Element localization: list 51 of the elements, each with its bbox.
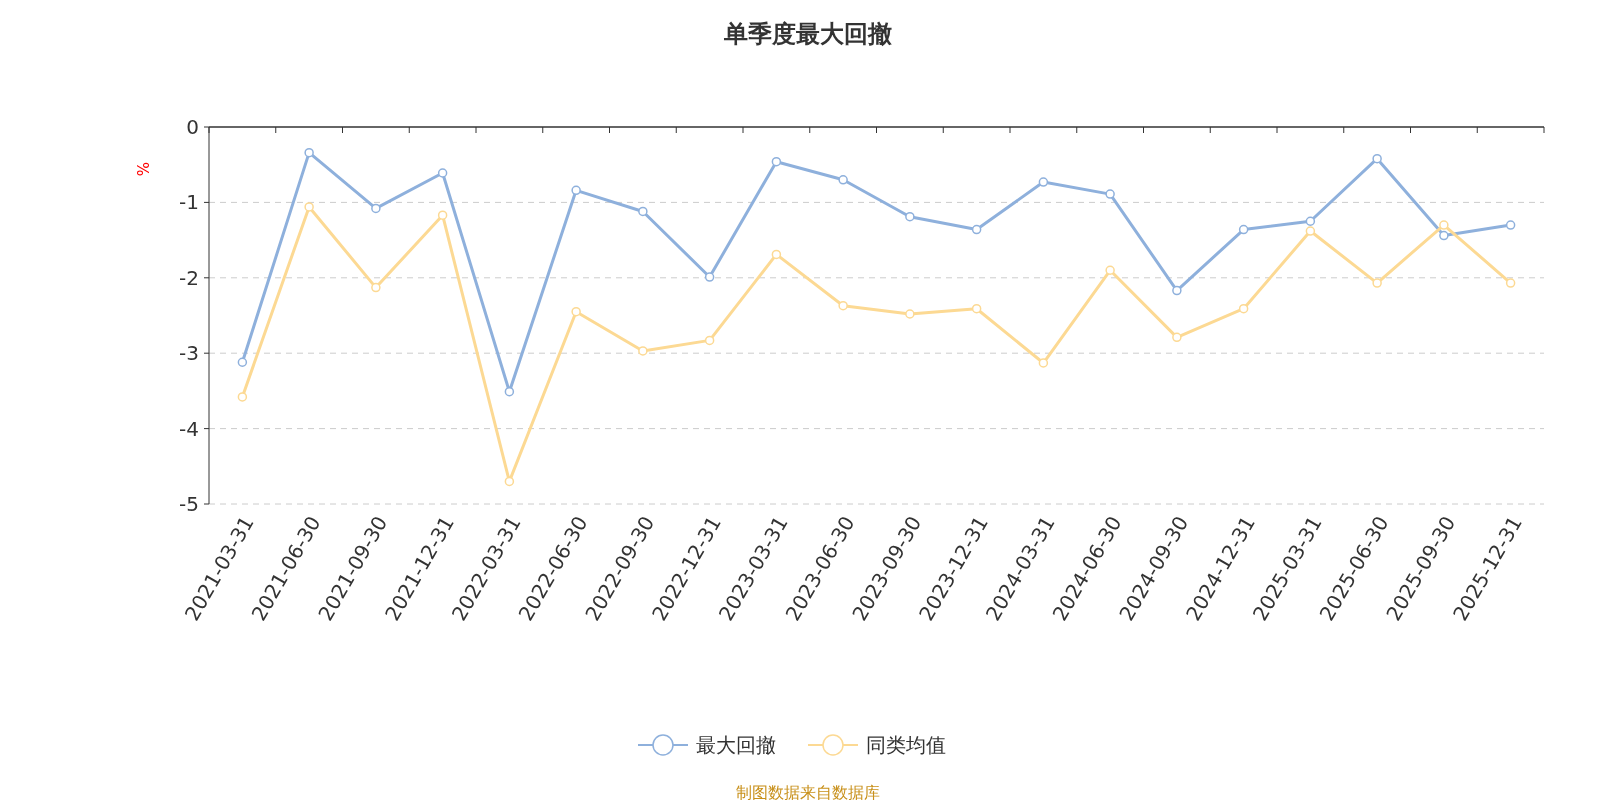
point [1172,332,1182,343]
legend-label: 最大回撤 [696,733,776,757]
point [1372,153,1382,164]
point [838,175,848,185]
point [838,300,848,311]
point [237,357,248,367]
point [971,303,982,314]
point [237,392,248,402]
y-tick-label: 0 [186,115,199,139]
point [905,211,915,222]
point [1305,216,1316,226]
y-tick-label: -3 [179,341,199,366]
point [1505,220,1516,230]
point [638,346,648,356]
point [1439,220,1449,230]
point [1105,265,1115,276]
y-tick-label: -2 [179,265,199,290]
y-tick-label: -4 [179,416,199,441]
y-tick-label: -5 [179,492,199,516]
legend-label: 同类均值 [866,733,946,757]
point [704,272,715,282]
point [1372,278,1382,288]
point [704,335,715,346]
point [1105,189,1115,199]
y-axis-title: % [135,161,153,177]
point [371,282,381,293]
chart-title: 单季度最大回撤 [723,20,892,48]
point [638,206,648,217]
point [304,147,314,158]
point [771,156,782,167]
point [1038,177,1049,187]
point [371,203,381,214]
text: 制图数据来自数据库 [736,783,880,800]
point [1238,224,1249,235]
point [1439,230,1449,241]
point [1305,226,1316,236]
point [504,386,515,397]
point [1238,303,1249,314]
point [304,202,314,212]
point [1038,358,1049,368]
point [571,185,581,196]
point [1505,278,1516,288]
point [571,306,581,317]
point [437,210,448,220]
y-tick-label: -1 [179,190,199,215]
point [437,168,448,178]
point [905,309,915,319]
point [971,224,982,235]
point [1172,285,1182,296]
point [504,476,515,487]
point [771,249,782,260]
